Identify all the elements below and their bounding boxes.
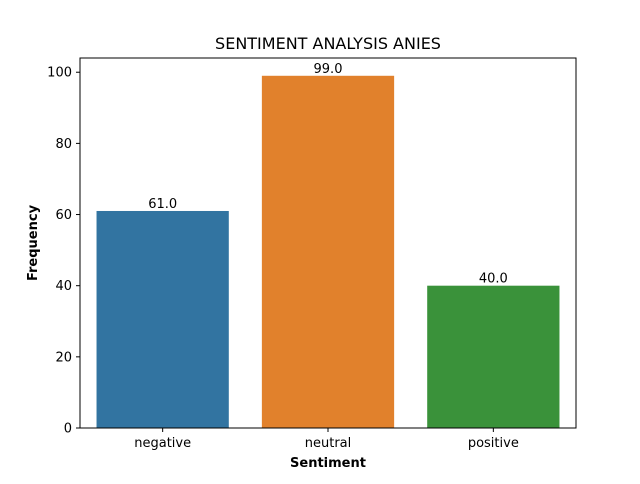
y-tick-label-60: 60	[55, 208, 72, 223]
y-tick-label-0: 0	[64, 422, 72, 437]
x-tick-label-neutral: neutral	[305, 436, 352, 451]
y-tick-label-40: 40	[55, 279, 72, 294]
bar-negative	[96, 210, 229, 428]
y-tick-label-100: 100	[47, 66, 72, 81]
chart-title: SENTIMENT ANALYSIS ANIES	[215, 34, 441, 53]
bar-positive	[427, 285, 560, 428]
bars-layer	[96, 75, 560, 429]
x-axis-label: Sentiment	[290, 456, 366, 471]
x-tick-label-negative: negative	[134, 436, 191, 451]
x-axis: negative neutral positive	[134, 428, 519, 451]
bar-neutral	[261, 75, 395, 429]
data-label-negative: 61.0	[148, 197, 177, 212]
data-labels-layer: 61.0 99.0 40.0	[148, 62, 508, 287]
y-axis-label: Frequency	[26, 204, 41, 281]
x-tick-label-positive: positive	[468, 436, 519, 451]
y-tick-label-80: 80	[55, 137, 72, 152]
y-tick-label-20: 20	[55, 350, 72, 365]
data-label-positive: 40.0	[479, 272, 508, 287]
plot-frame	[79, 57, 577, 429]
y-axis: 0 20 40 60 80 100	[47, 66, 80, 437]
data-label-neutral: 99.0	[314, 62, 343, 77]
